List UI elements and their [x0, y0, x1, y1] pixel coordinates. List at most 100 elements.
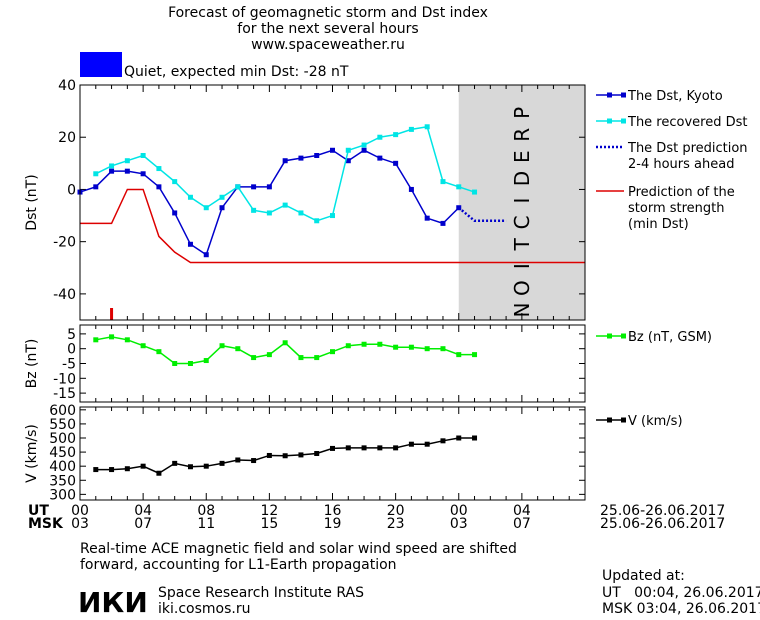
series-point	[282, 202, 288, 208]
iki-logo: ИКИ	[78, 586, 148, 619]
legend-label: The recovered Dst	[627, 115, 747, 130]
series-line	[79, 149, 460, 256]
series-point	[156, 166, 162, 172]
y-tick-label: 20	[58, 130, 76, 146]
series-point	[266, 352, 272, 358]
series-point	[345, 158, 351, 164]
series-point	[235, 346, 241, 352]
series-point	[314, 451, 320, 456]
series-point	[235, 184, 241, 190]
legend-label: V (km/s)	[628, 414, 683, 429]
legend-label: 2-4 hours ahead	[628, 157, 734, 172]
series-point	[377, 134, 383, 140]
series-point	[424, 215, 430, 221]
msk-tick-label: 15	[260, 516, 278, 532]
status-color-swatch	[80, 52, 122, 77]
legend-label: Bz (nT, GSM)	[628, 330, 712, 345]
prediction-letter: T	[510, 237, 534, 251]
y-axis-label: Bz (nT)	[24, 339, 40, 389]
series-point	[203, 252, 209, 258]
series-point	[330, 445, 335, 451]
updated-ut: UT 00:04, 26.06.2017	[602, 585, 760, 601]
prediction-letter: E	[510, 150, 534, 163]
time-axis: 00 04 08 12 16 20 00 04 03 07 11 15 19 23 03 07	[71, 503, 531, 532]
y-axis-label: V (km/s)	[24, 424, 40, 483]
series-point	[330, 213, 335, 219]
y-tick-label: -5	[62, 357, 76, 373]
series-point	[251, 458, 257, 464]
series-point	[203, 358, 209, 364]
series-point	[361, 142, 367, 148]
series-point	[298, 210, 304, 216]
note-line-2: forward, accounting for L1-Earth propaga…	[80, 557, 397, 573]
msk-tick-label: 23	[387, 516, 405, 532]
msk-tick-label: 03	[450, 516, 468, 532]
series-point	[361, 445, 367, 451]
series-point	[408, 186, 414, 192]
legend-marker	[607, 417, 612, 423]
series-point	[408, 126, 414, 132]
series-point	[298, 355, 304, 361]
msk-tick-label: 03	[71, 516, 89, 532]
series-point	[456, 435, 462, 441]
series-point	[266, 210, 272, 216]
series-point	[456, 352, 462, 358]
series-point	[361, 341, 367, 347]
chart-title-line-1: Forecast of geomagnetic storm and Dst in…	[168, 5, 488, 21]
legend-entry: The Dst, Kyoto	[596, 89, 723, 104]
chart-title-line-2: for the next several hours	[237, 21, 418, 37]
ut-tick-label: 16	[324, 503, 342, 519]
legend-label: The Dst prediction	[627, 141, 748, 156]
series-point	[314, 218, 320, 224]
series-point	[440, 346, 446, 352]
legend-entry: The recovered Dst	[596, 115, 747, 130]
series-point	[109, 334, 115, 340]
series-point	[266, 184, 272, 190]
series-point	[345, 147, 351, 153]
status-text: Quiet, expected min Dst: -28 nT	[124, 64, 349, 80]
y-tick-label: 500	[49, 431, 76, 447]
series-point	[408, 344, 414, 350]
series-point	[393, 160, 399, 166]
series-point	[251, 207, 257, 213]
series-point	[440, 220, 446, 226]
org-url: iki.cosmos.ru	[158, 601, 250, 617]
y-tick-label: 400	[49, 459, 76, 475]
series-point	[377, 445, 383, 451]
ut-tick-label: 00	[71, 503, 89, 519]
prediction-letter: I	[510, 263, 534, 269]
series-point	[345, 343, 351, 349]
y-tick-label: 600	[49, 403, 76, 419]
series-point	[156, 470, 162, 476]
series-point	[140, 171, 146, 177]
series-point	[424, 346, 430, 352]
ut-date-range: 25.06-26.06.2017	[600, 503, 725, 519]
series-point	[393, 445, 399, 451]
panel-frame	[79, 84, 586, 321]
series-point	[298, 155, 304, 161]
series-point	[377, 341, 383, 347]
series-point	[251, 355, 257, 361]
series-point	[156, 184, 162, 190]
legend-marker	[607, 118, 612, 124]
series-point	[472, 189, 478, 195]
series-point	[109, 467, 115, 473]
series-point	[172, 210, 178, 216]
series-point	[219, 343, 225, 349]
legend-marker	[621, 92, 626, 98]
chart-title-line-3: www.spaceweather.ru	[251, 37, 405, 53]
series-point	[424, 441, 430, 447]
panel-2: 50-5-10-15 Bz (nT)	[24, 324, 586, 403]
y-tick-label: 5	[67, 327, 76, 343]
y-tick-label: 40	[58, 78, 76, 94]
series-point	[393, 132, 399, 138]
series-point	[472, 435, 478, 441]
updated-msk: MSK 03:04, 26.06.2017	[602, 601, 760, 617]
prediction-letter: P	[510, 107, 534, 119]
series-point	[203, 463, 209, 469]
series-point	[109, 163, 115, 169]
